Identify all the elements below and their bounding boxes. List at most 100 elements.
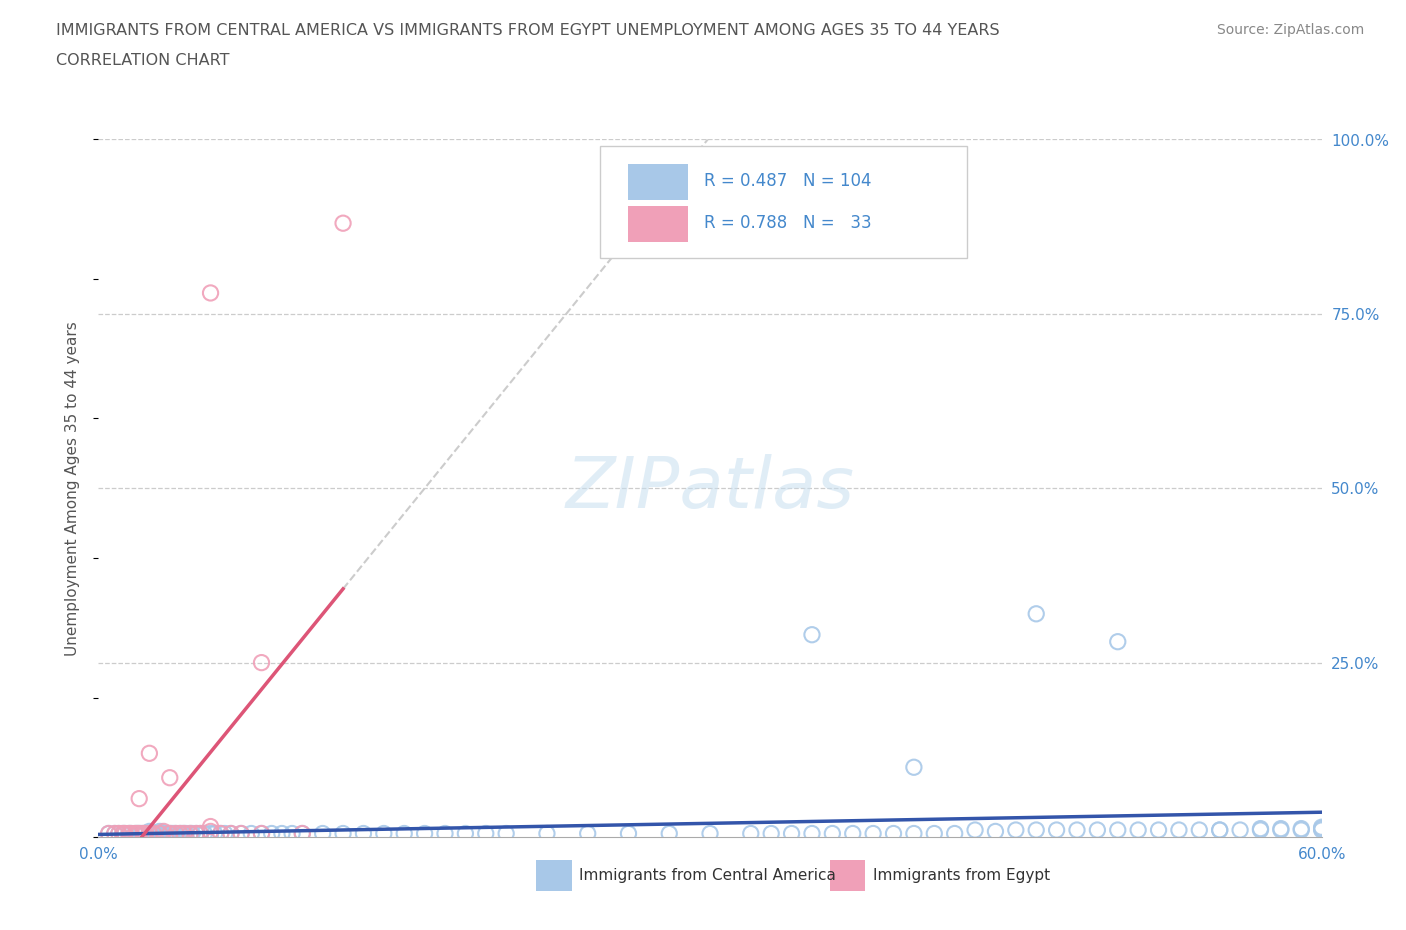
Point	[1107, 823, 1129, 838]
Text: IMMIGRANTS FROM CENTRAL AMERICA VS IMMIGRANTS FROM EGYPT UNEMPLOYMENT AMONG AGES: IMMIGRANTS FROM CENTRAL AMERICA VS IMMIG…	[56, 23, 1000, 38]
Point	[903, 760, 925, 775]
Point	[142, 826, 165, 841]
Point	[165, 826, 187, 841]
Point	[186, 826, 208, 841]
Point	[352, 826, 374, 841]
Point	[97, 826, 120, 841]
Point	[780, 826, 803, 841]
Point	[138, 746, 160, 761]
Point	[174, 826, 197, 841]
Point	[821, 826, 844, 841]
Point	[138, 826, 160, 841]
Point	[124, 826, 146, 841]
Point	[138, 824, 160, 839]
Point	[209, 826, 232, 841]
Text: CORRELATION CHART: CORRELATION CHART	[56, 53, 229, 68]
Point	[134, 826, 156, 841]
Point	[145, 826, 167, 841]
Point	[260, 826, 283, 841]
Point	[200, 824, 222, 839]
Point	[108, 826, 131, 841]
Point	[332, 216, 354, 231]
Point	[128, 791, 150, 806]
Point	[291, 826, 314, 841]
Point	[149, 826, 172, 841]
Point	[270, 826, 294, 841]
Point	[576, 826, 599, 841]
Point	[111, 826, 134, 841]
Point	[104, 826, 127, 841]
Point	[104, 826, 127, 841]
Point	[193, 826, 215, 841]
Point	[114, 826, 136, 841]
Point	[740, 826, 762, 841]
Point	[454, 826, 477, 841]
Point	[1270, 823, 1292, 838]
Point	[152, 826, 174, 841]
Point	[1209, 823, 1232, 838]
Point	[169, 826, 191, 841]
Point	[163, 826, 186, 841]
Point	[1310, 823, 1333, 838]
Point	[146, 826, 169, 841]
Point	[312, 826, 335, 841]
FancyBboxPatch shape	[628, 164, 688, 200]
Point	[250, 826, 273, 841]
Point	[179, 826, 201, 841]
Point	[291, 826, 314, 841]
Point	[250, 826, 273, 841]
Point	[392, 826, 416, 841]
Point	[165, 826, 187, 841]
Point	[149, 826, 172, 841]
Point	[1004, 823, 1026, 838]
Point	[1147, 823, 1170, 838]
Point	[159, 826, 181, 841]
Point	[127, 826, 149, 841]
Text: Immigrants from Egypt: Immigrants from Egypt	[873, 868, 1050, 883]
Point	[984, 824, 1007, 839]
Text: ZIPatlas: ZIPatlas	[565, 454, 855, 523]
Point	[179, 826, 201, 841]
Point	[124, 826, 146, 841]
Point	[474, 826, 498, 841]
Point	[1167, 823, 1189, 838]
FancyBboxPatch shape	[628, 206, 688, 242]
Point	[200, 286, 222, 300]
FancyBboxPatch shape	[830, 860, 865, 891]
Point	[281, 826, 304, 841]
Point	[108, 826, 131, 841]
Point	[209, 826, 232, 841]
Point	[495, 826, 517, 841]
Point	[173, 826, 195, 841]
Point	[250, 656, 273, 671]
Point	[1209, 823, 1232, 838]
Point	[761, 826, 783, 841]
Point	[1025, 823, 1047, 838]
Text: Source: ZipAtlas.com: Source: ZipAtlas.com	[1216, 23, 1364, 37]
Point	[1249, 823, 1271, 838]
Point	[1066, 823, 1088, 838]
Point	[120, 826, 142, 841]
Point	[841, 826, 863, 841]
Point	[922, 826, 945, 841]
FancyBboxPatch shape	[600, 147, 967, 259]
Point	[1291, 823, 1313, 838]
Point	[159, 770, 181, 785]
Point	[155, 826, 177, 841]
Point	[240, 826, 263, 841]
Y-axis label: Unemployment Among Ages 35 to 44 years: Unemployment Among Ages 35 to 44 years	[65, 321, 80, 656]
Point	[965, 823, 987, 838]
Point	[1188, 823, 1211, 838]
Point	[138, 826, 160, 841]
Point	[200, 819, 222, 834]
Point	[434, 826, 457, 841]
Point	[214, 826, 236, 841]
Point	[658, 826, 681, 841]
Point	[617, 826, 640, 841]
Point	[149, 824, 172, 839]
Text: R = 0.487   N = 104: R = 0.487 N = 104	[704, 172, 872, 191]
Point	[1107, 634, 1129, 649]
Point	[231, 826, 253, 841]
Point	[862, 826, 884, 841]
Point	[129, 826, 152, 841]
